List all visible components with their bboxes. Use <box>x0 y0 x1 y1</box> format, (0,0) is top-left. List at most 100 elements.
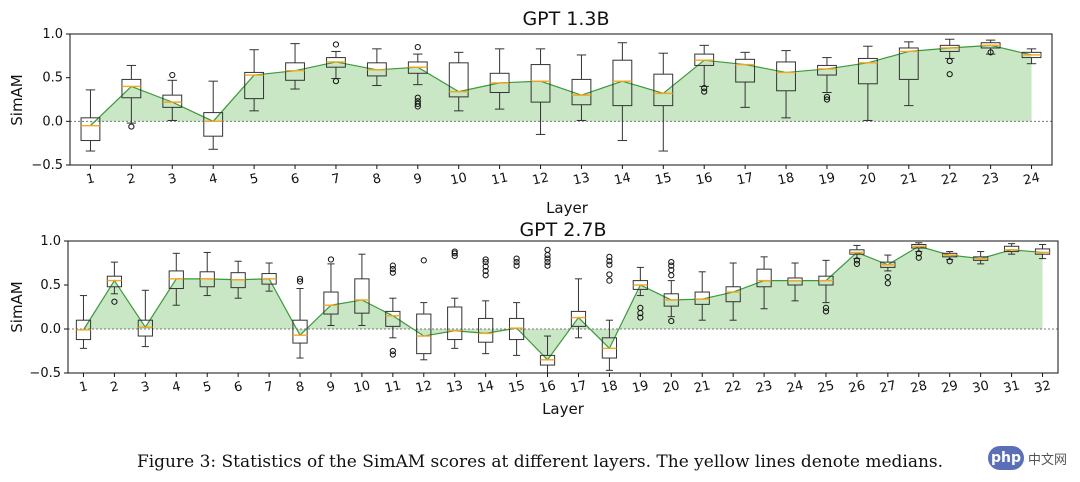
outlier-point <box>327 256 335 263</box>
outlier-point <box>414 44 421 51</box>
x-tick-label: 12 <box>414 378 433 396</box>
box-iqr <box>898 47 919 80</box>
outlier-point <box>606 261 613 268</box>
box-iqr <box>694 291 710 305</box>
box-iqr <box>570 310 587 327</box>
x-tick-label: 25 <box>816 378 835 396</box>
box-iqr <box>612 59 633 107</box>
box-iqr <box>530 64 551 103</box>
box-iqr <box>323 291 339 315</box>
box-iqr <box>653 73 674 107</box>
x-tick-label: 23 <box>755 378 774 396</box>
x-tick-label: 19 <box>817 170 836 188</box>
outlier-point <box>853 260 861 267</box>
x-tick-label: 4 <box>208 171 219 187</box>
x-tick-label: 6 <box>233 379 244 395</box>
y-tick-label: −0.5 <box>29 366 61 381</box>
chart-title: GPT 2.7B <box>519 219 606 241</box>
median-trend-line <box>90 44 1032 127</box>
x-tick-label: 18 <box>600 378 619 396</box>
outlier-point <box>884 273 891 281</box>
outlier-point <box>544 246 551 253</box>
outlier-point <box>482 272 489 279</box>
x-tick-label: 10 <box>449 170 468 188</box>
x-tick-label: 17 <box>569 378 588 396</box>
x-tick-label: 1 <box>85 171 96 187</box>
outlier-point <box>668 272 675 279</box>
x-tick-label: 19 <box>631 378 650 396</box>
x-tick-label: 1 <box>78 379 89 395</box>
outlier-point <box>389 269 396 276</box>
x-tick-label: 4 <box>171 379 182 395</box>
outlier-point <box>389 347 396 355</box>
outlier-point <box>482 256 489 263</box>
outlier-point <box>823 93 831 100</box>
x-tick-label: 24 <box>785 378 804 396</box>
y-axis-label: SimAM <box>8 74 26 126</box>
box-iqr <box>162 94 183 108</box>
x-tick-label: 8 <box>371 171 382 187</box>
outlier-point <box>637 310 644 317</box>
box-iqr <box>168 270 184 290</box>
outlier-point <box>482 267 489 275</box>
x-tick-label: 28 <box>909 378 928 396</box>
x-tick-label: 5 <box>249 171 260 187</box>
outlier-point <box>853 257 861 264</box>
box-iqr <box>448 62 469 98</box>
outlier-point <box>822 304 830 311</box>
box-iqr <box>292 319 308 344</box>
y-tick-label: −0.5 <box>31 158 63 173</box>
outlier-point <box>701 85 708 92</box>
outlier-point <box>606 277 613 284</box>
site-watermark: php 中文网 <box>988 444 1072 474</box>
outlier-point <box>451 252 458 260</box>
x-axis-label: Layer <box>542 400 585 418</box>
x-tick-label: 2 <box>109 379 120 395</box>
box-iqr <box>735 58 756 83</box>
box-iqr <box>1003 245 1020 253</box>
x-tick-label: 9 <box>412 171 423 187</box>
x-tick-label: 30 <box>971 378 990 396</box>
box-iqr <box>416 313 432 355</box>
outlier-point <box>482 263 489 270</box>
outlier-point <box>389 266 396 273</box>
x-tick-label: 20 <box>662 378 681 396</box>
outlier-point <box>884 280 891 287</box>
x-tick-label: 21 <box>899 170 918 188</box>
x-tick-label: 11 <box>383 378 402 396</box>
box-iqr <box>508 317 525 341</box>
chart-title: GPT 1.3B <box>522 8 609 30</box>
x-tick-label: 26 <box>847 378 866 396</box>
outlier-point <box>420 257 427 264</box>
y-tick-label: 0.0 <box>40 322 61 337</box>
outlier-point <box>637 314 644 321</box>
x-tick-label: 15 <box>507 378 526 396</box>
outlier-point <box>606 253 613 260</box>
x-tick-label: 2 <box>126 171 137 187</box>
box-iqr <box>203 112 224 137</box>
outlier-point <box>332 78 340 85</box>
panel-gpt-1-3b: GPT 1.3B Layer SimAM 1 2 3 4 5 6 7 8 9 10 11 12 13 14… <box>8 8 1053 217</box>
box-iqr <box>1034 248 1051 255</box>
outlier-point <box>822 308 830 315</box>
median-area-fill <box>83 246 1043 360</box>
x-tick-label: 13 <box>572 170 591 188</box>
x-tick-label: 17 <box>736 170 755 188</box>
outlier-point <box>128 123 135 130</box>
box-iqr <box>106 275 123 288</box>
box-iqr <box>244 71 265 100</box>
outlier-point <box>389 351 396 358</box>
y-tick-label: 1.0 <box>40 234 61 249</box>
x-tick-label: 22 <box>724 378 743 396</box>
x-tick-label: 8 <box>295 379 306 395</box>
outlier-point <box>946 57 953 65</box>
outlier-point <box>513 259 520 266</box>
box-iqr <box>447 306 463 341</box>
box-iqr <box>121 78 142 99</box>
php-logo-icon: php <box>988 446 1024 470</box>
x-tick-label: 24 <box>1022 170 1041 188</box>
box-iqr <box>285 62 305 81</box>
outlier-point <box>111 298 118 305</box>
box-iqr <box>80 117 101 142</box>
x-tick-label: 16 <box>538 378 557 396</box>
